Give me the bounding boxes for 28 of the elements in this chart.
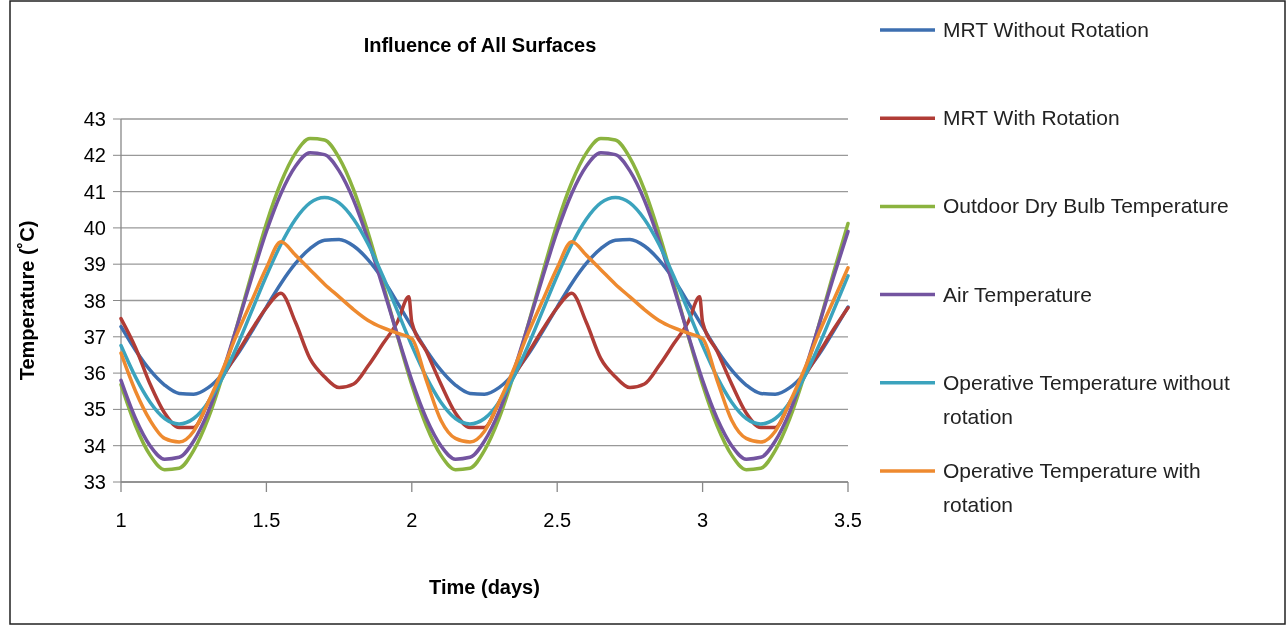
legend-label: Operative Temperature with rotation (943, 459, 1201, 516)
y-tick-label: 39 (83, 253, 106, 276)
y-tick-label: 36 (83, 362, 106, 385)
legend-label: Outdoor Dry Bulb Temperature (943, 194, 1229, 218)
y-tick-label: 37 (83, 325, 106, 348)
y-tick-label: 38 (83, 289, 106, 312)
y-tick-label: 33 (83, 471, 106, 493)
x-tick-label: 2.5 (543, 509, 572, 531)
chart-title: Influence of All Surfaces (363, 34, 597, 56)
x-axis-title: Time (days) (429, 576, 540, 598)
x-tick-label: 3 (697, 509, 709, 531)
legend-label: MRT Without Rotation (943, 18, 1149, 41)
x-tick-label: 3.5 (834, 509, 862, 531)
y-axis-title: Temperature (˚C) (16, 220, 38, 381)
y-tick-label: 34 (83, 434, 106, 457)
y-tick-label: 43 (83, 108, 106, 130)
line-series (119, 195, 850, 426)
y-tick-label: 35 (83, 398, 106, 421)
x-tick-label: 1.5 (252, 509, 281, 531)
legend-label: Operative Temperature without rotation (943, 370, 1230, 428)
y-tick-label: 40 (83, 216, 106, 239)
x-tick-label: 1 (115, 509, 127, 531)
x-tick-label: 2 (406, 509, 418, 531)
line-series (119, 239, 850, 444)
y-tick-label: 42 (83, 144, 106, 167)
legend-label: MRT With Rotation (943, 106, 1120, 130)
y-tick-label: 41 (83, 180, 106, 203)
legend-label: Air Temperature (943, 282, 1093, 306)
